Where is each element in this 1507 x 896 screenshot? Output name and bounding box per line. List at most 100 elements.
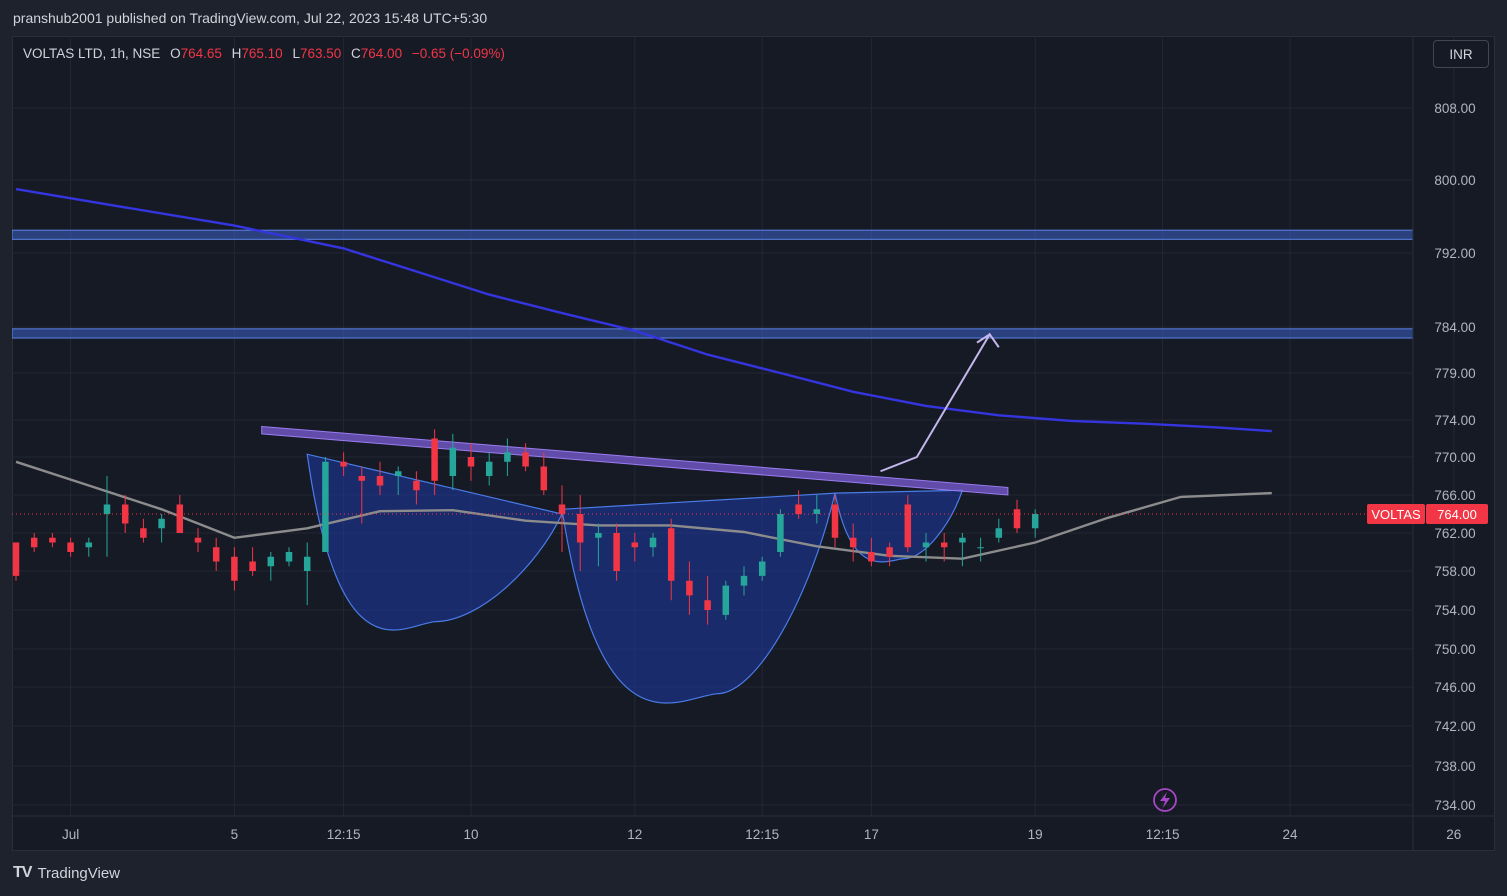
price-tick-label: 738.00 <box>1434 759 1475 774</box>
candle <box>340 452 347 476</box>
candle-body <box>121 504 129 524</box>
candle-body <box>267 556 275 567</box>
close-value: 764.00 <box>360 46 403 61</box>
low-value: 763.50 <box>299 46 342 61</box>
candle-body <box>522 452 529 467</box>
candle-body <box>795 504 802 514</box>
candle-body <box>358 476 366 481</box>
time-tick-label: 5 <box>231 827 239 842</box>
candle-body <box>231 556 238 581</box>
candle-body <box>431 438 438 481</box>
time-tick-label: 12:15 <box>745 827 779 842</box>
currency-button[interactable]: INR <box>1433 40 1489 68</box>
candle <box>631 533 639 562</box>
candle <box>704 575 711 625</box>
candle <box>959 533 966 567</box>
neckline-trendline <box>261 425 1009 496</box>
resistance-zone <box>12 328 1414 339</box>
time-tick-label: Jul <box>62 827 79 842</box>
symbol-title: VOLTAS LTD, 1h, NSE <box>23 46 161 61</box>
candle-body <box>686 580 693 596</box>
candle <box>1031 509 1039 538</box>
candle-body <box>30 537 38 548</box>
chart-pane[interactable] <box>12 36 1495 851</box>
candle <box>558 485 566 552</box>
price-tick-label: 808.00 <box>1434 101 1475 116</box>
candle-body <box>194 537 202 543</box>
change-value: −0.65 (−0.09%) <box>411 46 505 61</box>
candle <box>795 490 802 519</box>
time-tick-label: 12:15 <box>1146 827 1180 842</box>
candle <box>904 495 912 552</box>
candle-body <box>140 528 147 538</box>
candle-body <box>158 518 165 529</box>
candle <box>394 466 402 495</box>
symbol-legend: VOLTAS LTD, 1h, NSE O764.65 H765.10 L763… <box>23 46 505 61</box>
candle-body <box>813 509 821 514</box>
brand-name: TradingView <box>37 864 120 882</box>
time-tick-label: 12:15 <box>327 827 361 842</box>
candle <box>940 533 948 562</box>
symbol-tag: VOLTAS <box>1371 507 1421 522</box>
candle-body <box>85 542 93 548</box>
price-tick-label: 754.00 <box>1434 603 1475 618</box>
candle <box>595 523 602 567</box>
projection-arrow <box>880 332 1000 473</box>
candle <box>886 542 893 567</box>
tradingview-logo-icon: TV <box>13 864 32 881</box>
resistance-zone <box>12 229 1414 240</box>
candle-body <box>831 504 839 538</box>
candle <box>722 580 730 620</box>
price-tick-label: 800.00 <box>1434 173 1475 188</box>
price-tick-label: 766.00 <box>1434 488 1475 503</box>
high-key: H <box>231 46 242 61</box>
candle-body <box>977 547 984 549</box>
candle <box>322 457 329 552</box>
last-price-labels: VOLTAS 764.00 <box>12 504 1488 524</box>
candle-body <box>376 476 384 486</box>
price-tick-label: 742.00 <box>1434 719 1475 734</box>
candle <box>813 495 821 524</box>
candle <box>758 556 766 581</box>
time-tick-label: 24 <box>1282 827 1298 842</box>
candle <box>67 537 74 557</box>
candle <box>740 566 748 596</box>
symbol-tag-bg <box>1367 504 1425 524</box>
candle <box>849 523 857 562</box>
price-tick-label: 734.00 <box>1434 798 1475 813</box>
candle <box>376 461 384 495</box>
candle <box>121 495 129 533</box>
candle-body <box>413 480 420 491</box>
candle <box>431 429 438 495</box>
candle <box>413 471 420 505</box>
candle <box>522 443 529 472</box>
footer-branding[interactable]: TV TradingView <box>13 864 120 882</box>
high-value: 765.10 <box>241 46 283 61</box>
candle-body <box>940 542 948 548</box>
candle <box>686 561 693 615</box>
candle-body <box>467 457 475 467</box>
candle <box>576 495 584 571</box>
last-price-tag-bg <box>1426 504 1488 524</box>
candle-body <box>1031 514 1039 529</box>
candle <box>85 537 93 557</box>
candle <box>49 533 56 548</box>
candle <box>449 433 457 491</box>
candle <box>995 518 1003 543</box>
candle-body <box>540 466 548 491</box>
candle <box>267 552 275 581</box>
candle <box>285 547 293 567</box>
candle <box>358 466 366 524</box>
lightning-icon[interactable] <box>1153 788 1177 812</box>
candle <box>831 495 839 548</box>
candle-body <box>49 537 56 543</box>
time-tick-label: 12 <box>627 827 642 842</box>
candle-body <box>12 542 20 576</box>
candle-body <box>576 514 584 543</box>
candle-body <box>1013 509 1021 529</box>
candle <box>922 533 930 562</box>
candle <box>1013 499 1021 533</box>
price-chart[interactable]: 808.00 800.00 792.00 784.00 779.00 774.00 770.… <box>12 36 1495 851</box>
candle <box>158 514 165 543</box>
candle-body <box>249 561 256 571</box>
